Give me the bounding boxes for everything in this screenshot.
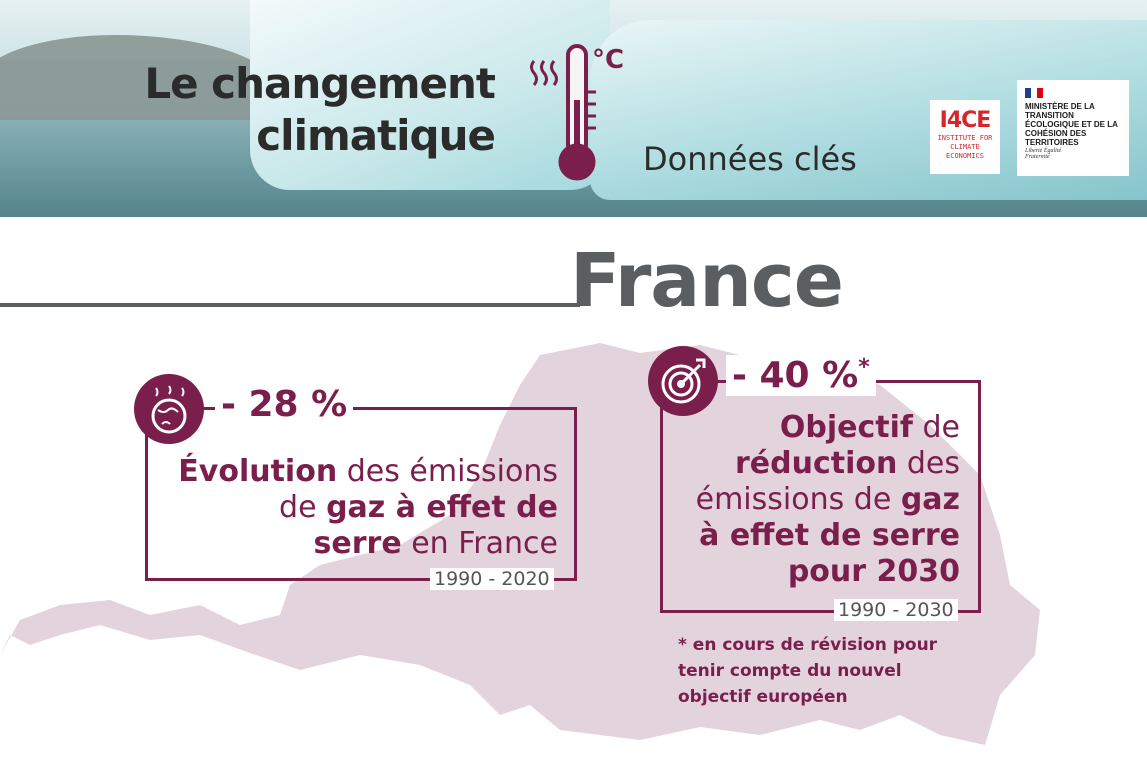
stat-value-target-text: - 40 % <box>732 355 859 396</box>
desc-line-1: Évolution des émissions <box>150 454 558 490</box>
desc-line-2: de gaz à effet de <box>150 490 558 526</box>
stat-description-target: Objectif de réduction des émissions de g… <box>664 410 960 590</box>
globe-heat-icon <box>134 374 204 444</box>
ministry-name: MINISTÈRE DE LA TRANSITION ÉCOLOGIQUE ET… <box>1025 102 1118 147</box>
stat-value-emissions: - 28 % <box>215 384 354 425</box>
stat-period-emissions: 1990 - 2020 <box>430 568 554 590</box>
banner-iceberg-left <box>250 0 610 190</box>
target-icon <box>648 346 718 416</box>
desc-bold: Objectif <box>779 410 913 445</box>
stat-value-asterisk: * <box>858 355 870 380</box>
desc-line-4: à effet de serre <box>664 518 960 554</box>
country-heading: France <box>570 238 844 324</box>
desc-bold: à effet de serre <box>699 518 960 553</box>
desc-plain: de <box>279 490 327 525</box>
desc-line-2: réduction des <box>664 446 960 482</box>
desc-plain: des <box>897 446 960 481</box>
title-line-2: climatique <box>256 111 496 160</box>
france-map-silhouette <box>0 343 1040 745</box>
stat-value-target: - 40 %* <box>726 355 876 396</box>
page-title: Le changement climatique <box>95 58 496 162</box>
desc-bold: Évolution <box>178 454 338 489</box>
i4ce-logo: I4CE INSTITUTE FOR CLIMATE ECONOMICS <box>930 100 1000 174</box>
desc-bold: gaz à effet de <box>326 490 558 525</box>
desc-bold: serre <box>313 526 402 561</box>
desc-line-3: émissions de gaz <box>664 482 960 518</box>
i4ce-logo-main: I4CE <box>939 108 992 133</box>
thermometer-unit: °C <box>592 45 624 75</box>
globe-heat-glyph <box>151 385 187 434</box>
desc-plain: de <box>912 410 960 445</box>
title-line-1: Le changement <box>144 59 496 108</box>
subtitle: Données clés <box>643 140 857 178</box>
ministry-logo: MINISTÈRE DE LA TRANSITION ÉCOLOGIQUE ET… <box>1017 80 1129 176</box>
desc-plain: en France <box>401 526 558 561</box>
stat-description-emissions: Évolution des émissions de gaz à effet d… <box>150 454 558 562</box>
desc-bold: réduction <box>734 446 898 481</box>
footnote: * en cours de révision pour tenir compte… <box>678 635 938 707</box>
desc-bold: gaz <box>900 482 960 517</box>
thermometer-icon: °C <box>530 44 624 181</box>
heading-rule <box>0 303 580 307</box>
stat-period-target: 1990 - 2030 <box>834 599 958 621</box>
french-flag-icon <box>1025 88 1043 98</box>
desc-line-5: pour 2030 <box>664 554 960 590</box>
desc-line-1: Objectif de <box>664 410 960 446</box>
i4ce-logo-sub: INSTITUTE FOR CLIMATE ECONOMICS <box>937 134 993 160</box>
desc-bold: pour 2030 <box>787 554 960 589</box>
desc-plain: émissions de <box>695 482 901 517</box>
desc-line-3: serre en France <box>150 526 558 562</box>
ministry-motto: Liberté Égalité Fraternité <box>1025 148 1062 160</box>
target-glyph <box>661 358 706 404</box>
desc-plain: des émissions <box>337 454 558 489</box>
stat-box-emissions-evolution <box>145 407 577 581</box>
